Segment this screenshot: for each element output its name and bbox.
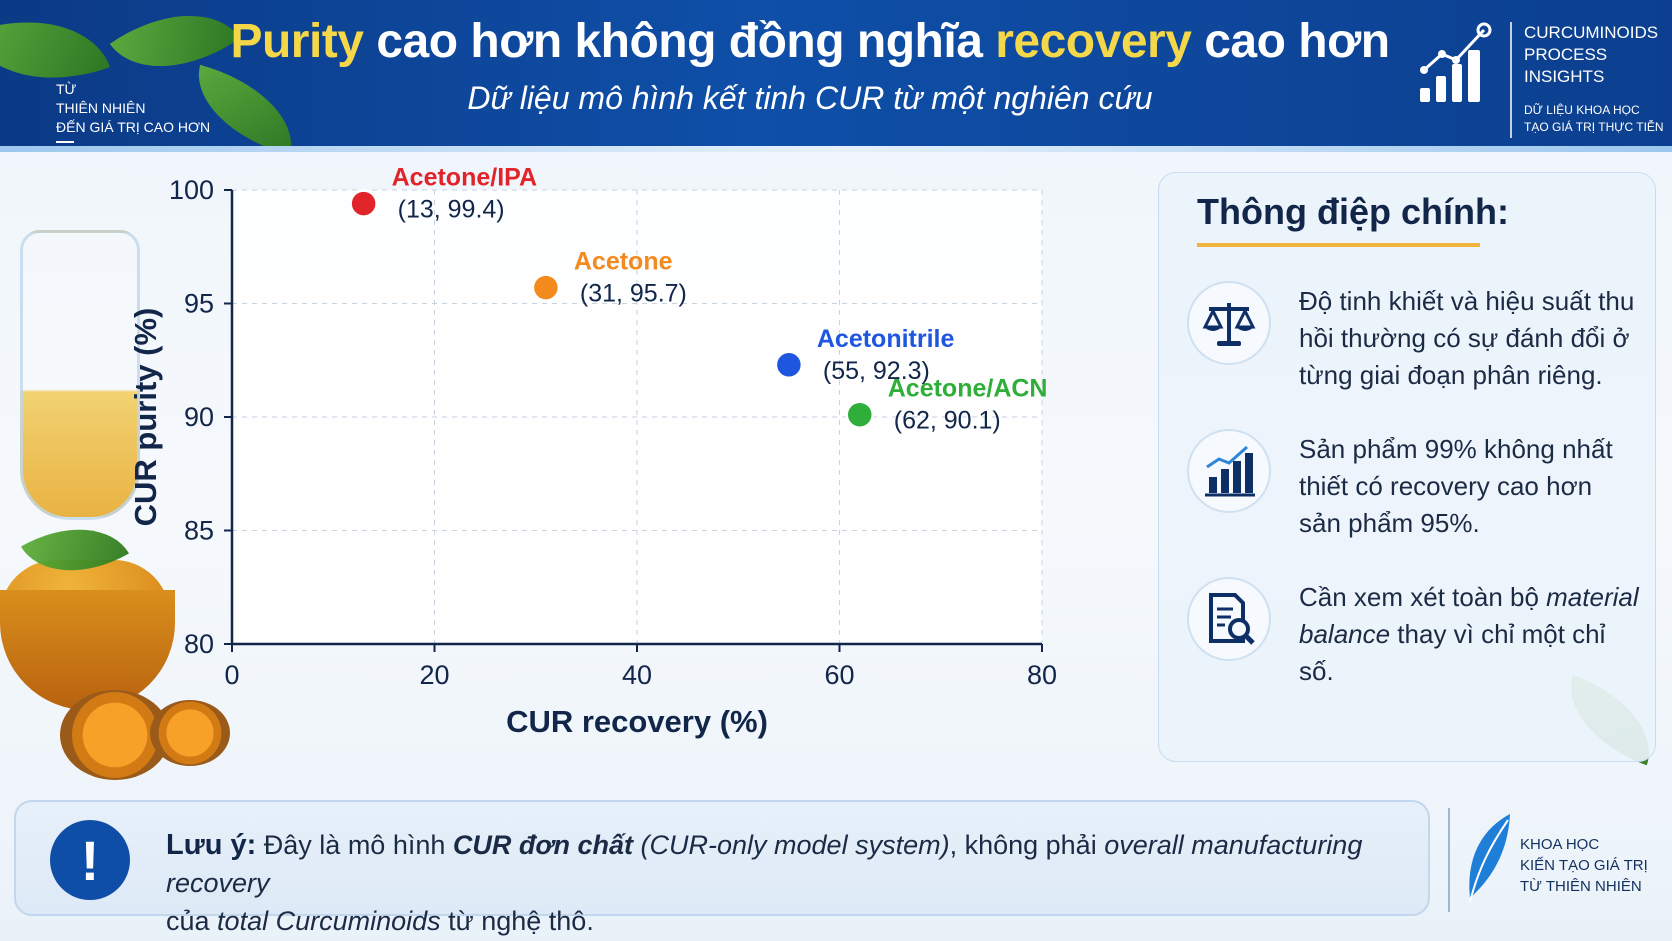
y-tick-label: 100: [169, 175, 214, 205]
note-part: CUR đơn chất: [452, 830, 634, 860]
brand-line: CURCUMINOIDS: [1524, 23, 1659, 42]
note-part: từ nghệ thô.: [440, 906, 594, 936]
message-text-part: thay vì chỉ một chỉ số.: [1299, 619, 1606, 686]
note-part: (CUR-only model system): [633, 830, 950, 860]
note-part: của: [166, 906, 218, 936]
message-text-italic: material balance: [1299, 582, 1639, 649]
lab-flask-decoration: [20, 230, 140, 520]
message-text: Sản phẩm 99% không nhất thiết có recover…: [1299, 434, 1613, 538]
x-tick-label: 40: [622, 660, 652, 690]
tagline-line: TỪ: [56, 81, 77, 97]
point-name-label: Acetone/ACN: [888, 375, 1048, 403]
note-box: ! Lưu ý: Đây là mô hình CUR đơn chất (CU…: [14, 800, 1430, 936]
point-value-label: (13, 99.4): [398, 196, 505, 224]
brand-sub-line: DỮ LIỆU KHOA HỌC: [1524, 103, 1640, 117]
y-tick-label: 80: [184, 629, 214, 659]
y-tick-label: 85: [184, 516, 214, 546]
point-name-label: Acetone/IPA: [392, 164, 537, 192]
brand-line: INSIGHTS: [1524, 67, 1605, 86]
data-point: [531, 273, 561, 302]
turmeric-slice-decoration: [150, 700, 230, 766]
brand-line: PROCESS: [1524, 45, 1608, 64]
balance-scale-icon: [1187, 281, 1271, 365]
exclamation-icon: !: [50, 820, 130, 900]
brand-name: CURCUMINOIDS PROCESS INSIGHTS: [1524, 22, 1658, 88]
message-text: Độ tinh khiết và hiệu suất thu hồi thườn…: [1299, 286, 1635, 390]
title-text: cao hơn không đồng nghĩa: [363, 15, 996, 68]
tagline-line: THIÊN NHIÊN: [56, 100, 146, 116]
point-value-label: (55, 92.3): [823, 357, 930, 385]
page-title: Purity cao hơn không đồng nghĩa recovery…: [230, 14, 1390, 69]
message-text-part: Cần xem xét toàn bộ: [1299, 582, 1547, 612]
note-text: Lưu ý: Đây là mô hình CUR đơn chất (CUR-…: [166, 826, 1416, 940]
point-value-label: (62, 90.1): [894, 407, 1001, 435]
note-part: Đây là mô hình: [256, 830, 453, 860]
x-tick-label: 80: [1027, 660, 1057, 690]
tagline-dash: [56, 141, 74, 143]
point-value-label: (31, 95.7): [580, 280, 687, 308]
page-subtitle: Dữ liệu mô hình kết tinh CUR từ một nghi…: [467, 80, 1153, 116]
title-highlight: Purity: [230, 15, 364, 68]
note-part: total Curcuminoids: [217, 906, 441, 936]
scatter-plot-svg: 0 20 40 60 80 80 85 90 95 100 Acetone/IPA (13, 99.…: [128, 164, 1057, 739]
note-part: , không phải: [949, 830, 1105, 860]
y-axis-label: CUR purity (%): [128, 308, 163, 527]
document-search-icon: [1187, 577, 1271, 661]
point-name-label: Acetonitrile: [817, 325, 955, 353]
key-message-panel: Thông điệp chính: Độ tinh khiết và hiệu …: [1158, 172, 1656, 762]
brand-sub-line: TẠO GIÁ TRỊ THỰC TIỄN: [1524, 120, 1664, 134]
x-tick-label: 20: [419, 660, 449, 690]
y-tick-label: 95: [184, 289, 214, 319]
feather-leaf-icon: [1469, 814, 1510, 903]
note-label: Lưu ý:: [166, 829, 257, 861]
message-text: Cần xem xét toàn bộ material balance tha…: [1299, 579, 1639, 690]
data-point: [349, 189, 378, 218]
note-part: overall manufacturing recovery: [166, 830, 1363, 898]
brand-divider: [1510, 22, 1512, 138]
title-text: cao hơn: [1191, 15, 1390, 68]
footer-brand-line: KHOA HỌC: [1520, 836, 1600, 853]
x-axis-label: CUR recovery (%): [506, 704, 768, 739]
y-tick-label: 90: [184, 402, 214, 432]
x-tick-label: 60: [824, 660, 854, 690]
footer-brand-line: TỪ THIÊN NHIÊN: [1520, 878, 1642, 895]
footer-brand: KHOA HỌC KIẾN TẠO GIÁ TRỊ TỪ THIÊN NHIÊN: [1520, 834, 1648, 897]
footer-divider: [1448, 808, 1450, 912]
growth-chart-icon: [1420, 22, 1492, 102]
brand-subtitle: DỮ LIỆU KHOA HỌC TẠO GIÁ TRỊ THỰC TIỄN: [1524, 102, 1664, 136]
tagline-line: ĐẾN GIÁ TRỊ CAO HƠN: [56, 119, 211, 135]
panel-title-underline: [1197, 243, 1480, 247]
bar-chart-icon: [1187, 429, 1271, 513]
header-banner: TỪ THIÊN NHIÊN ĐẾN GIÁ TRỊ CAO HƠN Purit…: [0, 0, 1672, 152]
title-highlight: recovery: [995, 15, 1192, 68]
header-tagline: TỪ THIÊN NHIÊN ĐẾN GIÁ TRỊ CAO HƠN: [56, 80, 210, 143]
point-name-label: Acetone: [574, 248, 673, 276]
panel-title: Thông điệp chính:: [1197, 191, 1509, 232]
data-point: [845, 400, 874, 429]
footer-brand-line: KIẾN TẠO GIÁ TRỊ: [1520, 857, 1648, 874]
scatter-chart: 0 20 40 60 80 80 85 90 95 100 Acetone/IPA (13, 99.…: [120, 160, 1130, 780]
data-point: [774, 350, 804, 380]
x-tick-label: 0: [224, 660, 239, 690]
